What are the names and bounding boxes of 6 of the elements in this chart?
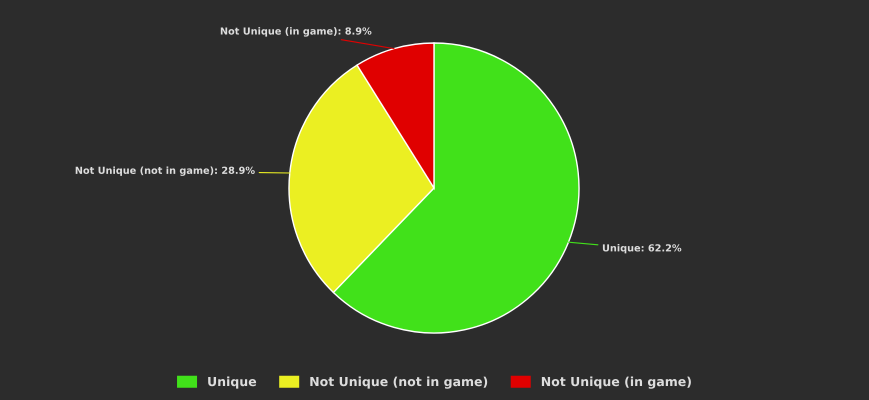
data-label: Not Unique (not in game): 28.9% <box>76 166 255 176</box>
legend-label: Unique <box>208 376 256 389</box>
legend-label: Not Unique (in game) <box>542 376 691 389</box>
legend-label: Not Unique (not in game) <box>310 376 488 389</box>
data-label: Unique: 62.2% <box>602 244 682 254</box>
data-label: Not Unique (in game): 8.9% <box>220 27 372 37</box>
